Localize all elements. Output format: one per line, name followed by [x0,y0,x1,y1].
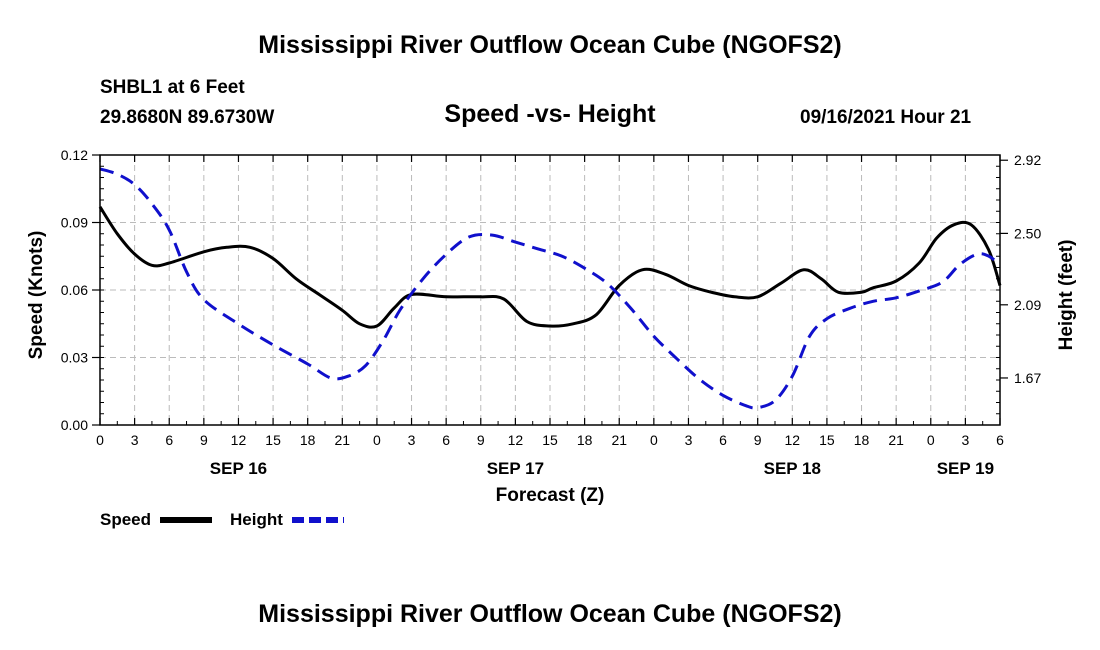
chart-title-top: Mississippi River Outflow Ocean Cube (NG… [258,31,842,59]
y2-tick-label: 2.50 [1014,225,1041,241]
legend: Speed Height [100,510,344,529]
x-tick-label: 9 [200,432,208,448]
y2-tick-label: 2.09 [1014,297,1041,313]
x-tick-label: 18 [577,432,593,448]
series-line-height [99,167,1001,410]
day-label: SEP 17 [487,459,544,478]
x-tick-label: 0 [927,432,935,448]
x-tick-label: 6 [165,432,173,448]
forecast-timestamp: 09/16/2021 Hour 21 [800,107,972,128]
chart-subtitle: Speed -vs- Height [444,100,656,128]
x-tick-label: 9 [754,432,762,448]
x-tick-label: 15 [819,432,835,448]
day-label: SEP 16 [210,459,267,478]
x-tick-label: 21 [611,432,627,448]
x-tick-label: 6 [442,432,450,448]
x-tick-label: 12 [231,432,247,448]
x-tick-label: 15 [265,432,281,448]
y-tick-label: 0.09 [61,215,88,231]
x-tick-label: 9 [477,432,485,448]
gridlines [100,155,1000,425]
legend-label-height: Height [230,510,283,529]
y2-tick-label: 2.92 [1014,152,1041,168]
x-tick-label: 12 [508,432,524,448]
x-tick-label: 21 [335,432,351,448]
x-tick-label: 3 [961,432,969,448]
y-tick-label: 0.00 [61,417,88,433]
chart-title-bottom: Mississippi River Outflow Ocean Cube (NG… [258,600,842,628]
legend-label-speed: Speed [100,510,151,529]
x-tick-label: 12 [785,432,801,448]
station-label: SHBL1 at 6 Feet [100,77,245,98]
x-tick-label: 3 [685,432,693,448]
axes: 0 3 6 9 12 15 18 21 0 3 6 9 12 15 18 21 0 3 6 9 12 15 18 21 0 3 6S… [26,147,1077,506]
x-tick-label: 21 [888,432,904,448]
x-tick-label: 18 [854,432,870,448]
x-tick-label: 6 [719,432,727,448]
x-tick-label: 0 [373,432,381,448]
x-tick-label: 0 [650,432,658,448]
x-tick-label: 0 [96,432,104,448]
x-axis-label: Forecast (Z) [496,485,605,506]
x-tick-label: 6 [996,432,1004,448]
x-tick-label: 18 [300,432,316,448]
y2-axis-label: Height (feet) [1056,240,1077,351]
y-tick-label: 0.03 [61,350,88,366]
x-tick-label: 15 [542,432,558,448]
day-label: SEP 18 [764,459,821,478]
x-tick-label: 3 [131,432,139,448]
y-tick-label: 0.12 [61,147,88,163]
y-tick-label: 0.06 [61,282,88,298]
station-coordinates: 29.8680N 89.6730W [100,107,275,128]
y-axis-label: Speed (Knots) [26,231,47,360]
x-tick-label: 3 [408,432,416,448]
series-layer [98,167,1002,410]
y2-tick-label: 1.67 [1014,370,1041,386]
day-label: SEP 19 [937,459,994,478]
